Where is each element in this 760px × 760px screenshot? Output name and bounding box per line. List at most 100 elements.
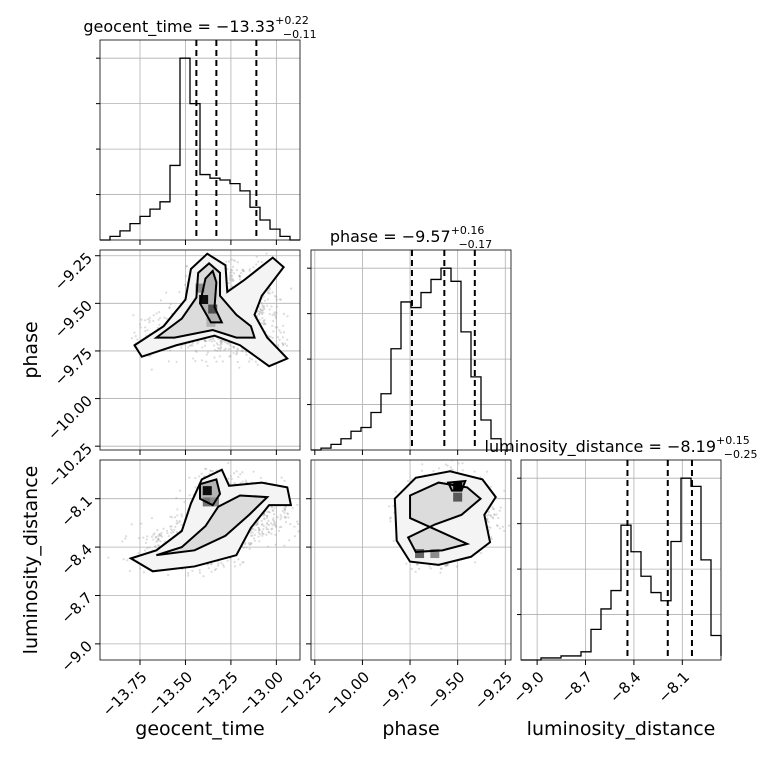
scatter-point — [283, 511, 286, 514]
scatter-point — [205, 353, 208, 356]
scatter-point — [265, 514, 268, 517]
scatter-point — [255, 255, 258, 258]
scatter-point — [201, 346, 204, 349]
scatter-point — [276, 305, 279, 308]
scatter-point — [268, 531, 271, 534]
scatter-point — [281, 510, 284, 513]
scatter-point — [144, 329, 147, 333]
scatter-point — [139, 567, 142, 570]
scatter-point — [271, 527, 274, 530]
scatter-point — [248, 269, 251, 272]
scatter-point — [388, 505, 391, 508]
scatter-point — [280, 525, 283, 528]
scatter-point — [146, 535, 149, 538]
scatter-point — [480, 552, 483, 555]
scatter-point — [256, 522, 259, 525]
scatter-point — [145, 538, 148, 541]
scatter-point — [148, 321, 151, 324]
y-tick-label: −9.0 — [58, 637, 96, 675]
scatter-point — [190, 344, 193, 347]
scatter-point — [479, 475, 482, 479]
scatter-point — [233, 565, 237, 568]
contour-line — [198, 269, 224, 324]
scatter-point — [262, 311, 265, 314]
scatter-point — [267, 291, 270, 294]
scatter-point — [230, 258, 233, 261]
scatter-point — [280, 476, 283, 479]
scatter-point — [257, 527, 261, 530]
scatter-point — [275, 312, 278, 315]
scatter-point — [258, 533, 262, 536]
scatter-point — [230, 274, 233, 277]
scatter-point — [206, 351, 209, 354]
scatter-point — [223, 348, 226, 352]
scatter-point — [145, 546, 149, 550]
scatter-point — [219, 342, 223, 345]
scatter-point — [444, 463, 447, 466]
scatter-point — [169, 515, 172, 518]
scatter-point — [268, 287, 272, 290]
contour-line — [128, 468, 293, 573]
scatter-point — [157, 544, 161, 548]
scatter-point — [270, 305, 273, 308]
scatter-point — [218, 347, 221, 350]
scatter-point — [271, 314, 274, 317]
scatter-point — [284, 507, 287, 510]
scatter-point — [227, 461, 230, 465]
scatter-point — [217, 346, 220, 350]
scatter-point — [173, 516, 177, 519]
scatter-point — [389, 517, 392, 520]
scatter-point — [486, 518, 489, 521]
scatter-point — [166, 573, 170, 577]
panel-content — [130, 252, 293, 371]
scatter-point — [236, 360, 239, 364]
scatter-point — [171, 529, 174, 532]
scatter-point — [154, 546, 157, 549]
scatter-point — [150, 517, 154, 520]
scatter-point — [262, 527, 265, 531]
scatter-point — [261, 523, 264, 526]
scatter-point — [302, 535, 304, 537]
scatter-point — [157, 544, 160, 547]
scatter-point — [267, 519, 270, 522]
scatter-point — [194, 349, 197, 352]
scatter-point — [197, 340, 200, 343]
scatter-point — [191, 344, 194, 347]
scatter-point — [148, 319, 151, 322]
scatter-point — [229, 475, 233, 478]
panel-content — [388, 460, 511, 574]
scatter-point — [228, 344, 232, 347]
scatter-point — [254, 528, 257, 532]
scatter-point — [273, 520, 276, 523]
scatter-point — [124, 537, 127, 540]
scatter-point — [228, 278, 232, 282]
scatter-point — [296, 503, 299, 506]
scatter-point — [275, 525, 278, 529]
scatter-point — [244, 479, 247, 482]
scatter-point — [218, 355, 221, 358]
scatter-point — [217, 562, 220, 565]
scatter-point — [160, 534, 163, 537]
y-axis-label: phase — [20, 321, 42, 378]
scatter-point — [143, 549, 147, 552]
scatter-point — [267, 510, 270, 514]
scatter-point — [284, 520, 288, 524]
scatter-point — [260, 523, 263, 526]
scatter-point — [282, 331, 286, 334]
scatter-point — [220, 342, 223, 346]
scatter-point — [394, 490, 397, 493]
scatter-point — [227, 260, 230, 263]
x-tick-label: −9.25 — [471, 668, 516, 713]
scatter-point — [168, 306, 171, 309]
panel-content — [107, 461, 304, 578]
scatter-point — [271, 291, 274, 294]
scatter-point — [208, 339, 211, 342]
scatter-point — [487, 520, 490, 524]
scatter-point — [215, 567, 218, 571]
scatter-point — [219, 345, 223, 349]
scatter-point — [232, 472, 236, 475]
scatter-point — [261, 303, 264, 307]
scatter-point — [271, 336, 274, 339]
scatter-point — [392, 539, 395, 542]
scatter-point — [225, 260, 228, 263]
